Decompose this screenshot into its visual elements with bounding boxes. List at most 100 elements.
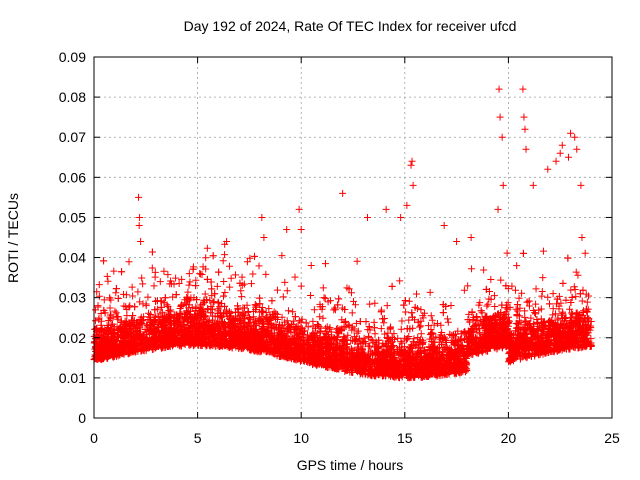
data-point [420,309,428,317]
data-point [255,262,263,270]
data-point [529,181,537,189]
data-point [403,201,411,209]
data-point [227,274,235,282]
data-point [137,238,145,246]
data-point [279,293,287,301]
data-point [345,322,353,330]
data-point [185,281,193,289]
data-point [225,262,233,270]
data-point [226,283,234,291]
data-point [139,280,147,288]
data-point [364,213,372,221]
data-point [177,302,185,310]
data-point [558,141,566,149]
data-point [210,298,218,306]
data-point [549,311,557,319]
data-point [402,308,410,316]
data-point [535,306,543,314]
data-point [468,308,476,316]
data-point [566,305,574,313]
data-point [369,339,377,347]
data-point [383,302,391,310]
data-point [278,313,286,321]
data-point [120,302,128,310]
data-point [538,292,546,300]
data-point [484,300,492,308]
data-point [572,268,580,276]
data-point [508,282,516,290]
data-point [574,271,582,279]
data-point [126,302,134,310]
data-point [315,322,323,330]
data-point [520,113,528,121]
data-point [347,289,355,297]
data-point [348,309,356,317]
data-point [583,298,591,306]
data-point [487,295,495,303]
data-point [486,315,494,323]
data-point [512,305,520,313]
data-point [521,307,529,315]
data-point [221,240,229,248]
data-point [246,254,254,262]
data-point [491,303,499,311]
data-point [521,313,529,321]
data-point [538,288,546,296]
data-point [265,305,273,313]
data-point [572,293,580,301]
data-point [544,293,552,301]
data-point [185,270,193,278]
data-point [366,326,374,334]
data-point [283,225,291,233]
data-point [297,225,305,233]
y-axis-label: ROTI / TECUs [5,193,21,283]
data-point [371,330,379,338]
data-point [494,205,502,213]
data-point [417,306,425,314]
data-point [580,307,588,315]
data-point [371,299,379,307]
data-point [407,161,415,169]
data-point [578,234,586,241]
data-point [487,276,495,284]
data-point [91,317,99,325]
data-point [331,304,339,312]
data-point [515,294,523,302]
data-point [169,293,177,301]
data-point [527,314,535,322]
data-point [326,324,334,332]
data-point [203,244,211,252]
data-point [483,302,491,310]
data-point [218,317,226,325]
data-point [496,113,504,121]
data-point [188,303,196,311]
data-point [104,277,112,285]
data-point [186,278,194,286]
data-point [273,286,281,294]
data-point [581,249,589,257]
data-point [532,300,540,308]
data-point [467,234,475,241]
data-point [307,262,315,270]
data-point [498,133,506,141]
data-point [238,293,246,301]
data-point [405,297,413,305]
data-point [397,213,405,221]
data-point [434,320,442,328]
data-point [521,125,529,133]
data-point [567,286,575,294]
data-point [289,308,297,316]
data-point [137,313,145,321]
data-point [172,274,180,282]
data-point [160,267,168,275]
data-point [112,309,120,317]
data-point [497,276,505,284]
data-point [549,305,557,313]
data-point [394,334,402,342]
data-point [258,213,266,221]
data-point [503,317,511,325]
data-points [90,85,595,382]
data-point [167,306,175,314]
data-point [390,342,398,350]
data-point [464,282,472,290]
